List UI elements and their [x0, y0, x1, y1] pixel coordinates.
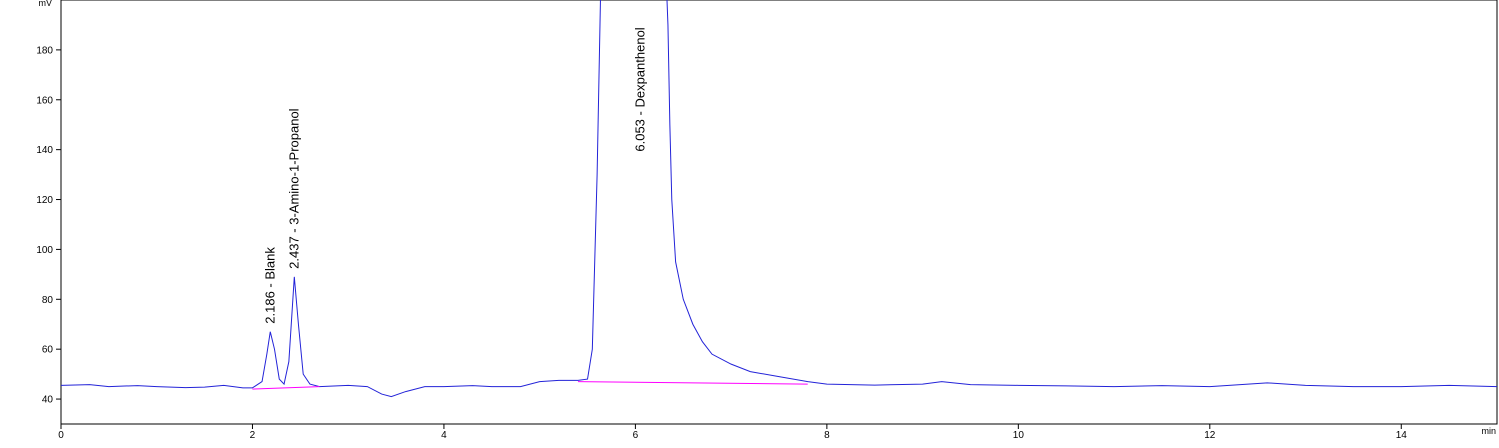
x-tick-label: 8: [824, 430, 830, 441]
trace-line: [61, 0, 1497, 398]
x-tick-label: 4: [441, 430, 447, 441]
y-tick-label: 100: [36, 245, 53, 256]
y-axis-label: mV: [39, 0, 53, 8]
trace-line: [252, 386, 320, 390]
x-axis-label: min: [1481, 426, 1496, 436]
x-tick-label: 6: [633, 430, 639, 441]
traces: [61, 0, 1497, 398]
plot-frame: [60, 0, 1498, 425]
y-tick-label: 40: [42, 395, 54, 406]
peak-label: 2.437 - 3-Amino-1-Propanol: [286, 108, 301, 269]
y-tick-label: 140: [36, 145, 53, 156]
x-tick-label: 10: [1013, 430, 1025, 441]
y-tick-label: 120: [36, 195, 53, 206]
x-tick-label: 2: [250, 430, 256, 441]
y-tick-label: 160: [36, 95, 53, 106]
y-tick-label: 60: [42, 345, 54, 356]
x-tick-label: 12: [1204, 430, 1216, 441]
x-tick-label: 0: [58, 430, 64, 441]
trace-line: [577, 381, 808, 385]
x-tick-label: 14: [1396, 430, 1408, 441]
y-tick-label: 80: [42, 295, 54, 306]
y-tick-label: 180: [36, 45, 53, 56]
peak-label: 2.186 - Blank: [262, 247, 277, 324]
peak-label: 6.053 - Dexpanthenol: [632, 27, 647, 151]
